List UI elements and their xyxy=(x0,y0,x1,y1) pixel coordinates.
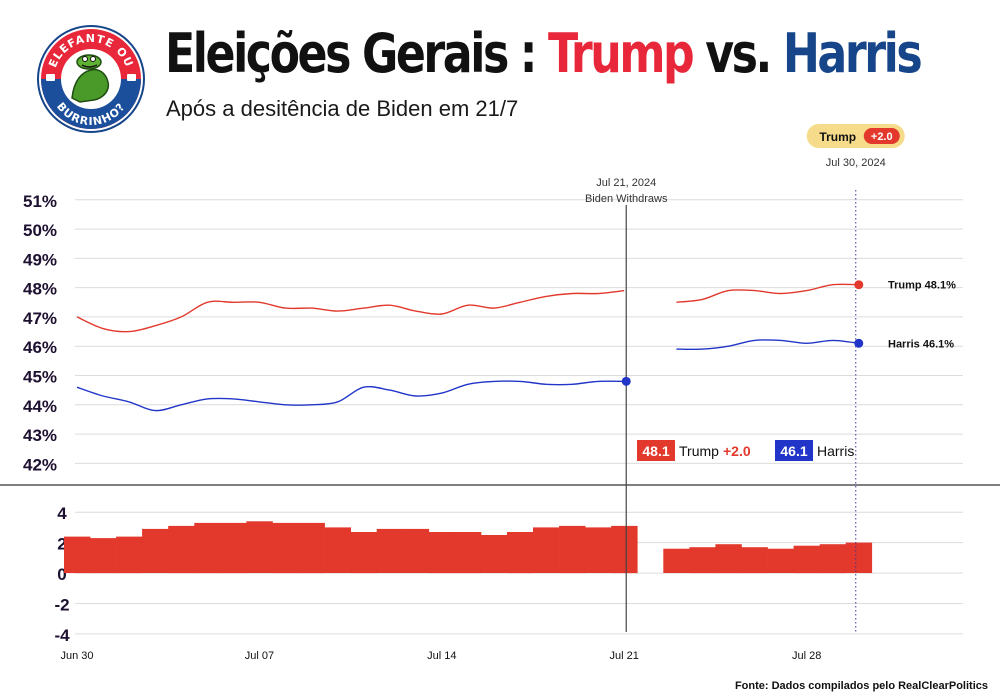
legend-harris-name: Harris xyxy=(817,443,854,459)
line-y-tick-label: 49% xyxy=(23,250,57,269)
page-subtitle: Após a desitência de Biden em 21/7 xyxy=(166,96,519,121)
title-trump: Trump xyxy=(548,22,695,85)
line-y-tick-label: 42% xyxy=(23,455,57,474)
event-date-label: Jul 21, 2024 xyxy=(596,177,656,189)
legend-trump-name: Trump xyxy=(679,443,719,459)
trump-end-label: Trump 48.1% xyxy=(888,280,956,292)
spread-bar xyxy=(376,528,404,573)
spread-bar xyxy=(298,522,325,574)
title-harris: Harris xyxy=(782,22,923,85)
x-tick-label: Jul 28 xyxy=(792,650,821,662)
line-y-tick-label: 47% xyxy=(23,309,57,328)
lead-badge-pill xyxy=(863,128,900,144)
x-tick-label: Jul 21 xyxy=(610,650,639,662)
spread-bar xyxy=(689,547,716,574)
spread-bar xyxy=(246,521,273,573)
spread-bar xyxy=(64,536,91,574)
page-title: Eleições Gerais : Trump vs. Harris xyxy=(165,22,923,85)
event-label: Biden Withdraws xyxy=(585,193,668,205)
source-note: Fonte: Dados compilados pelo RealClearPo… xyxy=(734,680,988,692)
harris-line xyxy=(76,380,625,412)
spread-bar xyxy=(402,528,430,573)
title-prefix: Eleições Gerais : xyxy=(165,22,549,85)
spread-bar xyxy=(142,528,169,573)
spread-bar xyxy=(90,538,117,574)
lead-badge: Trump +2.0 xyxy=(806,124,905,148)
harris-end-label: Harris 46.1% xyxy=(888,338,954,350)
spread-bar xyxy=(715,544,742,574)
spread-bar xyxy=(350,532,377,574)
harris-line xyxy=(676,339,859,351)
legend-trump-swatch xyxy=(637,440,675,461)
trump-end-marker xyxy=(854,280,864,290)
spread-bar xyxy=(819,544,847,574)
legend: 48.1 Trump +2.0 46.1 Harris xyxy=(637,440,854,461)
harris-end-marker xyxy=(854,338,864,348)
spread-bar xyxy=(507,532,534,574)
bar-y-tick-label: -4 xyxy=(54,626,70,645)
spread-bar xyxy=(194,522,221,574)
trump-line xyxy=(676,283,859,303)
spread-bar xyxy=(480,535,508,573)
line-y-tick-label: 50% xyxy=(23,221,57,240)
x-tick-label: Jul 14 xyxy=(427,650,456,662)
spread-bar xyxy=(793,545,820,574)
line-y-tick-label: 48% xyxy=(23,280,57,299)
line-y-tick-label: 45% xyxy=(23,368,57,387)
bar-y-tick-label: 0 xyxy=(57,565,66,584)
spread-bar xyxy=(324,527,351,573)
x-tick-label: Jun 30 xyxy=(60,650,93,662)
x-tick-label: Jul 07 xyxy=(245,650,274,662)
bar-y-tick-label: 2 xyxy=(57,535,66,554)
spread-bar xyxy=(559,525,586,574)
line-y-tick-label: 43% xyxy=(23,426,57,445)
spread-bar xyxy=(845,542,873,573)
spread-bar xyxy=(220,522,247,574)
spread-bar xyxy=(168,525,195,574)
bar-y-tick-label: 4 xyxy=(57,504,67,523)
legend-harris-swatch xyxy=(775,440,813,461)
latest-date-label: Jul 30, 2024 xyxy=(826,157,886,169)
line-y-tick-label: 44% xyxy=(23,397,57,416)
lead-badge-value: +2.0 xyxy=(871,131,893,143)
bar-y-tick-label: -2 xyxy=(54,595,69,614)
trump-line xyxy=(76,289,625,333)
spread-bar xyxy=(428,532,456,574)
spread-bar xyxy=(585,527,612,573)
legend-harris-value: 46.1 xyxy=(780,443,807,459)
title-vs: vs. xyxy=(692,22,783,85)
spread-bar xyxy=(663,548,690,573)
spread-bar xyxy=(272,522,299,574)
legend-trump-value: 48.1 xyxy=(642,443,669,459)
legend-trump-margin: +2.0 xyxy=(723,443,751,459)
spread-bar xyxy=(741,547,768,574)
spread-bar xyxy=(767,548,794,573)
spread-bar xyxy=(116,536,143,574)
line-y-tick-label: 51% xyxy=(23,192,57,211)
harris-event-marker xyxy=(621,376,631,386)
logo: ELEFANTE OU BURRINHO? xyxy=(37,25,145,133)
line-y-tick-label: 46% xyxy=(23,338,57,357)
spread-bar xyxy=(611,525,638,574)
spread-bar xyxy=(454,532,482,574)
lead-badge-name: Trump xyxy=(819,130,856,144)
spread-bar xyxy=(533,527,560,573)
